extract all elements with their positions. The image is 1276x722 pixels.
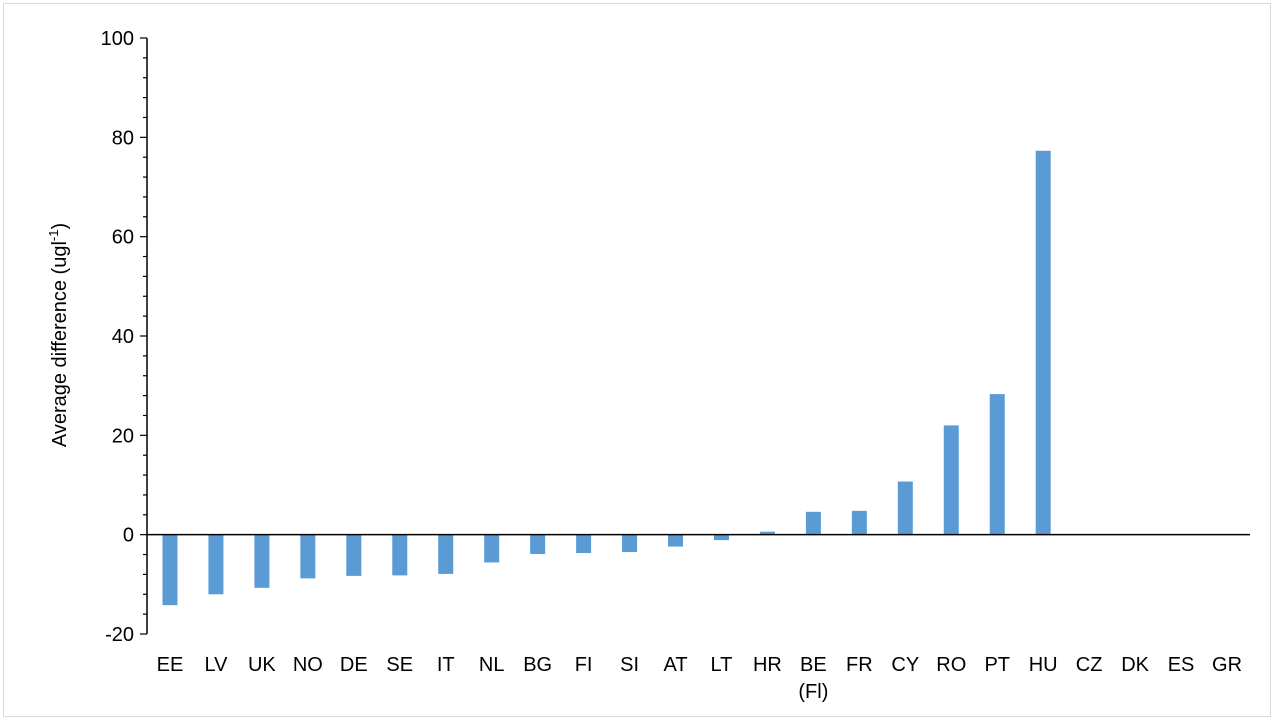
x-tick-label-line: RO	[936, 654, 966, 676]
x-tick-label-line: CZ	[1076, 654, 1103, 676]
x-tick-label-line: EE	[157, 654, 184, 676]
bar-ee	[162, 534, 178, 606]
x-tick-label-line: IT	[437, 654, 455, 676]
bar-be-fl	[805, 511, 821, 535]
x-tick-label: UK	[248, 654, 276, 676]
bar-cy	[897, 481, 913, 535]
x-tick-label: BE (Fl)	[798, 654, 828, 703]
bar-at	[668, 534, 684, 547]
bar-hu	[1035, 150, 1051, 535]
bar-pt	[989, 394, 1005, 535]
bar-se	[392, 534, 408, 576]
x-tick-label: DE	[340, 654, 368, 676]
y-tick-label: 20	[112, 425, 134, 447]
bar-de	[346, 534, 362, 576]
x-tick-label: HU	[1029, 654, 1058, 676]
y-tick-label: -20	[105, 624, 134, 646]
x-axis: EE LV UK NO DE SE IT NL BG FI SI AT LT HR BE (Fl) FR CY RO…	[147, 533, 1250, 703]
x-tick-label-line: DK	[1121, 654, 1149, 676]
x-tick-label: EE	[157, 654, 184, 676]
x-tick-label: NL	[479, 654, 505, 676]
x-tick-label: LV	[204, 654, 228, 676]
x-tick-label: CY	[891, 654, 919, 676]
x-tick-label-line: HR	[753, 654, 782, 676]
x-tick-label: BG	[523, 654, 552, 676]
x-tick-label-line: PT	[984, 654, 1010, 676]
x-tick-label: LT	[711, 654, 733, 676]
y-tick-label: 80	[112, 127, 134, 149]
x-tick-label-line: AT	[663, 654, 687, 676]
x-tick-label: FI	[575, 654, 593, 676]
bar-fi	[576, 534, 592, 554]
bar-nl	[484, 534, 500, 563]
x-tick-label: SI	[620, 654, 639, 676]
x-tick-label-line: NO	[293, 654, 323, 676]
x-tick-label: PT	[984, 654, 1010, 676]
x-tick-label-line: NL	[479, 654, 505, 676]
bar-uk	[254, 534, 270, 588]
y-tick-label: 40	[112, 326, 134, 348]
x-tick-label: AT	[663, 654, 687, 676]
x-tick-label-line: FR	[846, 654, 873, 676]
x-tick-label-line: UK	[248, 654, 276, 676]
x-tick-label-line: DE	[340, 654, 368, 676]
x-tick-label: NO	[293, 654, 323, 676]
bar-fr	[851, 510, 867, 535]
x-tick-label-line: ES	[1168, 654, 1195, 676]
x-tick-label: FR	[846, 654, 873, 676]
y-tick-label: 0	[123, 525, 134, 547]
x-tick-label-line: LT	[711, 654, 733, 676]
x-tick-label-line: BE	[800, 654, 827, 676]
bars-group	[162, 150, 1051, 606]
x-tick-label-line: LV	[204, 654, 228, 676]
bar-si	[622, 534, 638, 553]
y-tick-label: 100	[101, 28, 134, 50]
bar-hr	[759, 531, 775, 535]
x-tick-label: RO	[936, 654, 966, 676]
x-tick-label-line: SE	[386, 654, 413, 676]
chart-frame	[3, 3, 1271, 717]
x-tick-label: IT	[437, 654, 455, 676]
x-tick-label-line: GR	[1212, 654, 1242, 676]
x-tick-label: GR	[1212, 654, 1242, 676]
x-tick-label-line: SI	[620, 654, 639, 676]
bar-no	[300, 534, 316, 579]
y-axis-title-superscript: -1	[46, 230, 61, 242]
x-tick-label-line: BG	[523, 654, 552, 676]
bar-lt	[713, 534, 729, 541]
x-tick-label: DK	[1121, 654, 1149, 676]
y-axis: -20 0 20 40 60 80 100	[101, 28, 148, 646]
y-axis-title: Average difference (ugl-1)	[46, 223, 71, 447]
x-tick-label: ES	[1168, 654, 1195, 676]
x-tick-label-line: (Fl)	[798, 681, 828, 703]
y-tick-label: 60	[112, 227, 134, 249]
x-tick-label-line: HU	[1029, 654, 1058, 676]
bar-it	[438, 534, 454, 574]
x-tick-label-line: CY	[891, 654, 919, 676]
x-tick-label: HR	[753, 654, 782, 676]
bar-ro	[943, 425, 959, 535]
bar-bg	[530, 534, 546, 555]
y-axis-title-suffix: )	[49, 223, 71, 230]
y-axis-title-main: Average difference (ugl	[49, 241, 71, 447]
x-tick-label: SE	[386, 654, 413, 676]
x-tick-label-line: FI	[575, 654, 593, 676]
x-tick-label: CZ	[1076, 654, 1103, 676]
bar-lv	[208, 534, 224, 595]
